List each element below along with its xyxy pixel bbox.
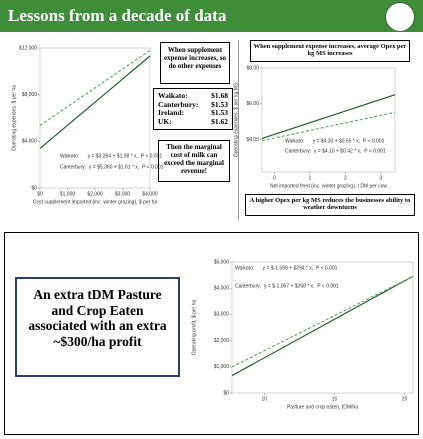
- marginal-cost-box: Waikato: $1.68 Canterbury: $1.53 Ireland: $1.…: [153, 88, 233, 130]
- equation: Canterbury: y = $-1,067 + $268 * x, P < …: [235, 283, 339, 289]
- text-box: Then the marginal cost of milk can excee…: [158, 140, 230, 182]
- x-tick-label: $2,000: [87, 191, 103, 197]
- series-line: [261, 111, 396, 142]
- marginal-cost-row: Ireland: $1.53: [158, 109, 228, 118]
- title-bar: Lessons from a decade of data: [0, 0, 423, 32]
- x-tick-label: 2: [344, 175, 347, 181]
- slide-title: Lessons from a decade of data: [8, 6, 227, 25]
- x-tick-label: $1,000: [60, 191, 76, 197]
- y-tick-label: $5,000: [214, 259, 230, 265]
- divider: [238, 40, 239, 220]
- equation: Canterbury: y = $4.10 + $0.42 * x, P < 0…: [285, 148, 386, 154]
- text-box: When supplement expense increases, so do…: [160, 42, 230, 84]
- y-axis-title: Operating expenses, $ per kg MS: [233, 82, 239, 157]
- y-tick-label: $0: [223, 390, 229, 396]
- equation: Waikato: y = $-1,599 + $294 * x, P < 0.0…: [235, 265, 338, 271]
- text-box: A higher Opex per kg MS reduces the busi…: [245, 194, 415, 216]
- x-axis-title: Net imported feed (inc. winter grazing),…: [270, 183, 387, 189]
- equation: Canterbury: y = $5,360 + $1.61 * x, P < …: [60, 164, 164, 170]
- y-tick-label: $4,000: [22, 139, 38, 145]
- marginal-cost-cell: $1.68: [211, 91, 228, 100]
- y-axis-title: Operating profit, $ per ha: [191, 299, 197, 355]
- y-tick-label: $6.00: [246, 101, 259, 107]
- marginal-cost-cell: $1.53: [211, 99, 228, 109]
- series-line: [39, 49, 151, 126]
- series-line: [261, 94, 396, 140]
- y-tick-label: $1,000: [214, 364, 230, 370]
- marginal-cost-cell: Ireland:: [158, 108, 185, 118]
- y-tick-label: $0: [31, 185, 37, 191]
- slide-border: [4, 232, 419, 435]
- marginal-cost-row: Canterbury: $1.53: [158, 99, 228, 110]
- equation: Waikato: y = $4.30 + $0.65 * x, P < 0.00…: [285, 138, 385, 144]
- y-tick-label: $3,000: [214, 312, 230, 318]
- x-tick-label: 0: [273, 175, 276, 181]
- x-tick-label: 20: [402, 396, 408, 402]
- text-box: An extra tDM Pasture and Crop Eaten asso…: [15, 277, 180, 377]
- x-axis-title: Cost supplement imported (inc. winter gr…: [33, 199, 158, 205]
- x-tick-label: $0: [37, 191, 43, 197]
- x-axis-title: Pasture and crop eaten, tDM/ha: [287, 404, 358, 410]
- y-tick-label: $4,000: [214, 286, 230, 292]
- y-tick-label: $2,000: [214, 338, 230, 344]
- marginal-cost-cell: Waikato:: [158, 91, 188, 100]
- text-box: When supplement expense increases, avera…: [250, 40, 410, 62]
- marginal-cost-cell: $1.62: [211, 116, 228, 126]
- series-line: [39, 55, 151, 149]
- plot-area: [261, 67, 396, 173]
- marginal-cost-cell: UK:: [158, 116, 172, 126]
- y-tick-label: $12,000: [19, 45, 37, 51]
- y-tick-label: $4.00: [246, 137, 259, 143]
- x-tick-label: 3: [379, 175, 382, 181]
- marginal-cost-row: UK: $1.62: [158, 116, 228, 127]
- equation: Waikato: y = $3,394 + $1.98 * x, P < 0.0…: [60, 153, 162, 159]
- y-tick-label: $8.00: [246, 65, 259, 71]
- x-tick-label: $3,000: [115, 191, 131, 197]
- series-line: [231, 275, 414, 368]
- marginal-cost-row: Waikato: $1.68: [158, 91, 228, 101]
- logo: [385, 2, 415, 32]
- y-tick-label: $8,000: [22, 92, 38, 98]
- x-tick-label: 15: [332, 396, 338, 402]
- y-axis-title: Operating expenses, $ per ha: [11, 85, 17, 151]
- x-tick-label: 10: [261, 396, 267, 402]
- series-line: [231, 275, 414, 377]
- marginal-cost-cell: Canterbury:: [158, 99, 199, 109]
- plot-area: [231, 261, 414, 394]
- x-tick-label: 1: [308, 175, 311, 181]
- x-tick-label: $4,000: [142, 191, 158, 197]
- marginal-cost-cell: $1.53: [211, 108, 228, 118]
